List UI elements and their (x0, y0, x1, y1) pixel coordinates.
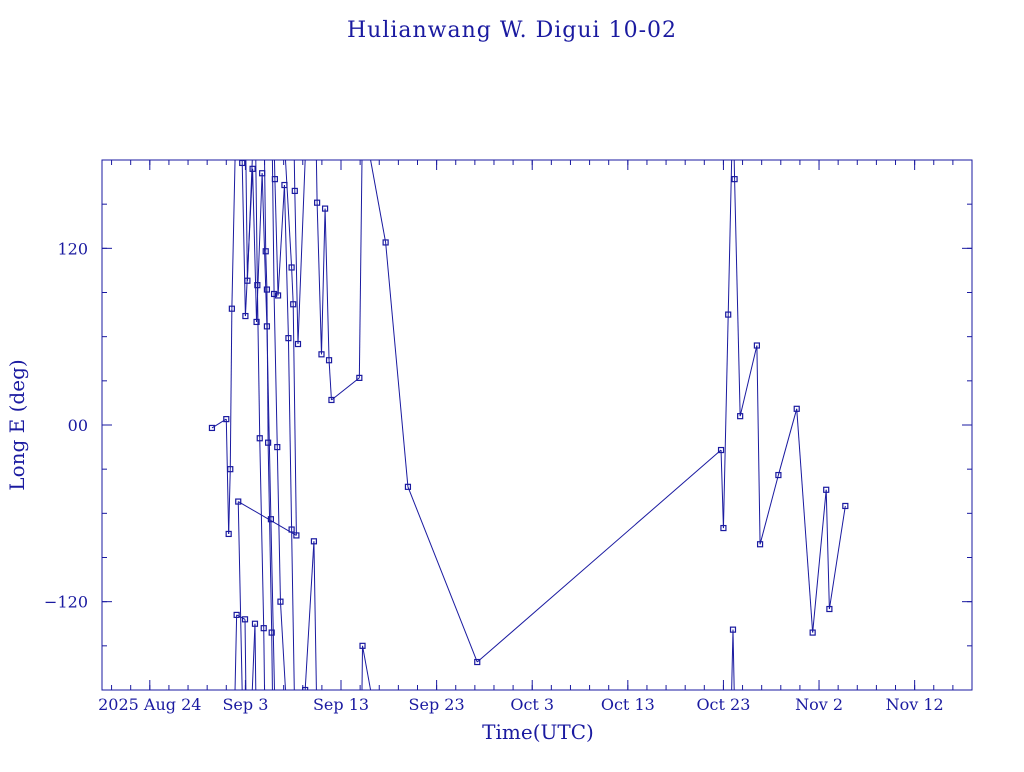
series-line-segment (331, 378, 359, 400)
x-tick-label: Oct 3 (510, 695, 554, 714)
series-line-segment (362, 646, 363, 690)
series-line-segment (256, 160, 258, 285)
x-axis-label: Time(UTC) (482, 720, 594, 744)
series-line-segment (278, 185, 284, 295)
series-line-segment (778, 409, 796, 475)
x-tick-label: Sep 13 (313, 695, 369, 714)
series-line-segment (232, 160, 235, 309)
series-line-segment (275, 179, 278, 295)
y-tick-label: 00 (68, 416, 88, 435)
series-line-segment (408, 487, 477, 662)
series-line-segment (257, 285, 259, 438)
series-line-segment (740, 346, 757, 417)
axes: 2025 Aug 24 Sep 3 Sep 13 Sep 23 Oct 3 Oct 13 O… (44, 160, 972, 714)
y-tick-label: 120 (57, 239, 88, 258)
series-line-segment (242, 163, 245, 316)
series-line-segment (813, 490, 827, 633)
series-line-segment (721, 450, 723, 528)
series-line-segment (235, 615, 237, 690)
series-line-segment (733, 630, 734, 690)
series-line-segment (757, 346, 760, 545)
series-line-segment (363, 646, 371, 690)
series-line-segment (305, 541, 314, 690)
series-line-segment (371, 160, 386, 242)
series-line-segment (723, 315, 728, 528)
series-line-segment (230, 309, 232, 469)
series-line-segment (293, 304, 296, 535)
series-line-segment (298, 160, 305, 344)
series-line-segment (238, 502, 242, 690)
series-line-segment (238, 502, 296, 536)
series-line-segment (226, 419, 228, 534)
data-layer (209, 160, 847, 693)
series-line-segment (294, 160, 295, 191)
series-line-segment (325, 209, 329, 361)
series-line-segment (280, 602, 285, 690)
series-line-segment (245, 619, 246, 690)
series-line-segment (292, 267, 294, 304)
series-line-segment (292, 530, 295, 690)
series-line-segment (797, 409, 813, 633)
y-tick-label: −120 (44, 593, 88, 612)
chart-title: Hulianwang W. Digui 10-02 (347, 18, 677, 43)
series-line-segment (272, 633, 273, 690)
series-line-segment (386, 242, 408, 486)
series-line-segment (252, 624, 255, 690)
series-line-segment (735, 179, 741, 416)
x-tick-label: Oct 13 (601, 695, 655, 714)
series-line-segment (314, 541, 316, 690)
series-line-segment (246, 160, 248, 281)
series-line-segment (260, 438, 264, 628)
x-tick-label: Oct 23 (696, 695, 750, 714)
series-line-segment (316, 160, 317, 203)
series-line-segment (295, 191, 298, 344)
series-line-segment (826, 490, 829, 609)
series-line-segment (274, 294, 277, 447)
series-line-segment (229, 469, 231, 534)
series-line-segment (728, 160, 731, 315)
series-line-segment (760, 475, 778, 544)
series-line-segment (329, 360, 331, 400)
x-tick-label: Nov 2 (795, 695, 843, 714)
series-line-segment (321, 209, 325, 355)
series-line-segment (288, 338, 291, 529)
y-axis-label: Long E (deg) (5, 359, 29, 490)
series-line-segment (317, 203, 321, 355)
x-tick-label: Nov 12 (886, 695, 944, 714)
x-tick-label: Sep 23 (409, 695, 465, 714)
series-line-segment (477, 450, 721, 662)
series-line-segment (264, 628, 265, 690)
series-line-segment (257, 173, 263, 322)
series-line-segment (829, 506, 845, 609)
series-line-segment (255, 624, 256, 690)
x-tick-label: Sep 3 (222, 695, 268, 714)
series-line-segment (359, 160, 362, 378)
x-tick-label: 2025 Aug 24 (98, 695, 201, 714)
